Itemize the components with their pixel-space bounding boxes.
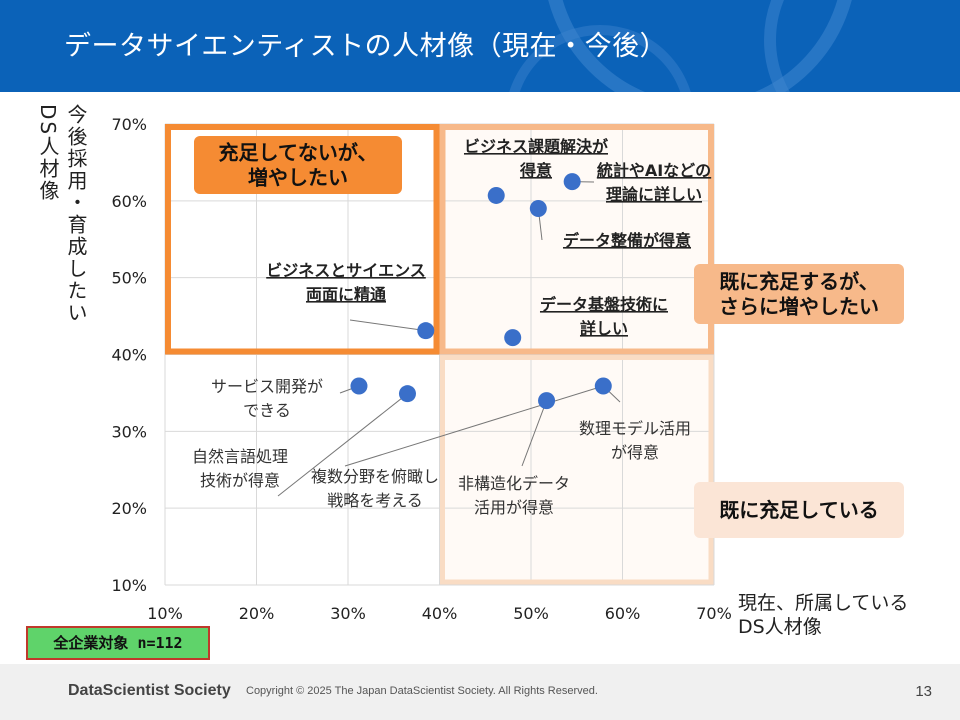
y-tick-label: 10% <box>111 576 147 595</box>
data-point-label: 得意 <box>519 161 552 180</box>
data-point <box>487 186 505 204</box>
data-point-label: 非構造化データ <box>458 474 570 493</box>
data-point-label: 戦略を考える <box>327 491 423 510</box>
data-point-label: 複数分野を俯瞰し <box>311 467 439 486</box>
quadrant-label-text: 既に充足するが、 <box>719 270 879 294</box>
leader-line <box>349 319 426 332</box>
data-point-label: 理論に詳しい <box>606 185 702 204</box>
sample-size-badge: 全企業対象 n=112 <box>26 626 210 660</box>
data-point-label: 技術が得意 <box>200 471 280 490</box>
leader-line <box>277 393 408 497</box>
data-point-label: 統計やAIなどの <box>597 161 711 180</box>
quadrant-label-text: さらに増やしたい <box>719 295 879 319</box>
data-point-label: できる <box>243 401 291 420</box>
x-tick-label: 10% <box>147 604 183 623</box>
x-tick-label: 30% <box>330 604 366 623</box>
data-point-label: 自然言語処理 <box>192 447 288 466</box>
x-axis-label: 現在、所属している DS人材像 <box>738 591 908 639</box>
quadrant-label-text: 増やしたい <box>248 166 348 190</box>
data-point-label: 詳しい <box>580 319 628 338</box>
x-tick-label: 70% <box>696 604 732 623</box>
page-number: 13 <box>915 683 932 700</box>
data-point <box>594 377 612 395</box>
data-point-label: 活用が得意 <box>474 498 554 517</box>
data-point <box>504 329 522 347</box>
y-tick-label: 40% <box>111 346 147 365</box>
x-tick-label: 60% <box>605 604 641 623</box>
data-point-label: 数理モデル活用 <box>579 419 691 438</box>
quadrant-label-box <box>194 136 402 194</box>
data-point-label: サービス開発が <box>211 377 323 396</box>
data-point-label: 両面に精通 <box>306 285 386 304</box>
data-point-label: ビジネスとサイエンス <box>266 261 426 280</box>
x-tick-label: 50% <box>513 604 549 623</box>
quadrant-bottom-right <box>440 355 714 585</box>
quadrant-label-box <box>694 482 904 538</box>
data-point-label: ビジネス課題解決が <box>464 137 608 156</box>
quadrant-border-top-right <box>439 124 714 355</box>
y-tick-label: 20% <box>111 499 147 518</box>
x-axis-label-line-2: DS人材像 <box>738 616 822 638</box>
slide-footer: DataScientist Society Copyright © 2025 T… <box>0 664 960 720</box>
quadrant-border-bottom-right <box>440 355 714 585</box>
slide-title: データサイエンティストの人材像（現在・今後） <box>64 31 668 62</box>
data-point <box>529 200 547 218</box>
data-point-label: データ基盤技術に <box>540 295 668 314</box>
x-tick-label: 20% <box>239 604 275 623</box>
quadrant-border-top-left <box>165 124 440 355</box>
leader-line <box>521 400 548 467</box>
y-axis-label-line-2: DS人材像 <box>36 104 60 203</box>
y-tick-label: 70% <box>111 115 147 134</box>
quadrant-label-text: 充足してないが、 <box>219 141 378 165</box>
quadrant-label-box <box>694 264 904 324</box>
y-tick-label: 50% <box>111 269 147 288</box>
data-point-label: データ整備が得意 <box>563 231 691 250</box>
data-point <box>417 322 435 340</box>
slide-header: データサイエンティストの人材像（現在・今後） <box>0 0 960 92</box>
copyright-text: Copyright © 2025 The Japan DataScientist… <box>246 685 598 697</box>
x-tick-label: 40% <box>422 604 458 623</box>
data-point-label: が得意 <box>611 443 659 462</box>
leader-line <box>344 385 604 467</box>
y-tick-label: 30% <box>111 422 147 441</box>
quadrant-label-text: 既に充足している <box>719 498 878 522</box>
data-point <box>398 385 416 403</box>
brand-logo: DataScientist Society <box>68 682 231 699</box>
scatter-chart: 10% 20% 30% 40% 50% 60% 70% 10% 20% 30% 40% 50% 60% 7… <box>111 115 904 623</box>
header-decoration <box>509 0 852 92</box>
data-point <box>563 173 581 191</box>
y-tick-label: 60% <box>111 192 147 211</box>
data-point <box>350 377 368 395</box>
x-axis-label-line-1: 現在、所属している <box>738 592 909 614</box>
data-point <box>538 392 556 410</box>
y-axis-label-line-1: 今後採用・育成したい <box>64 104 88 324</box>
